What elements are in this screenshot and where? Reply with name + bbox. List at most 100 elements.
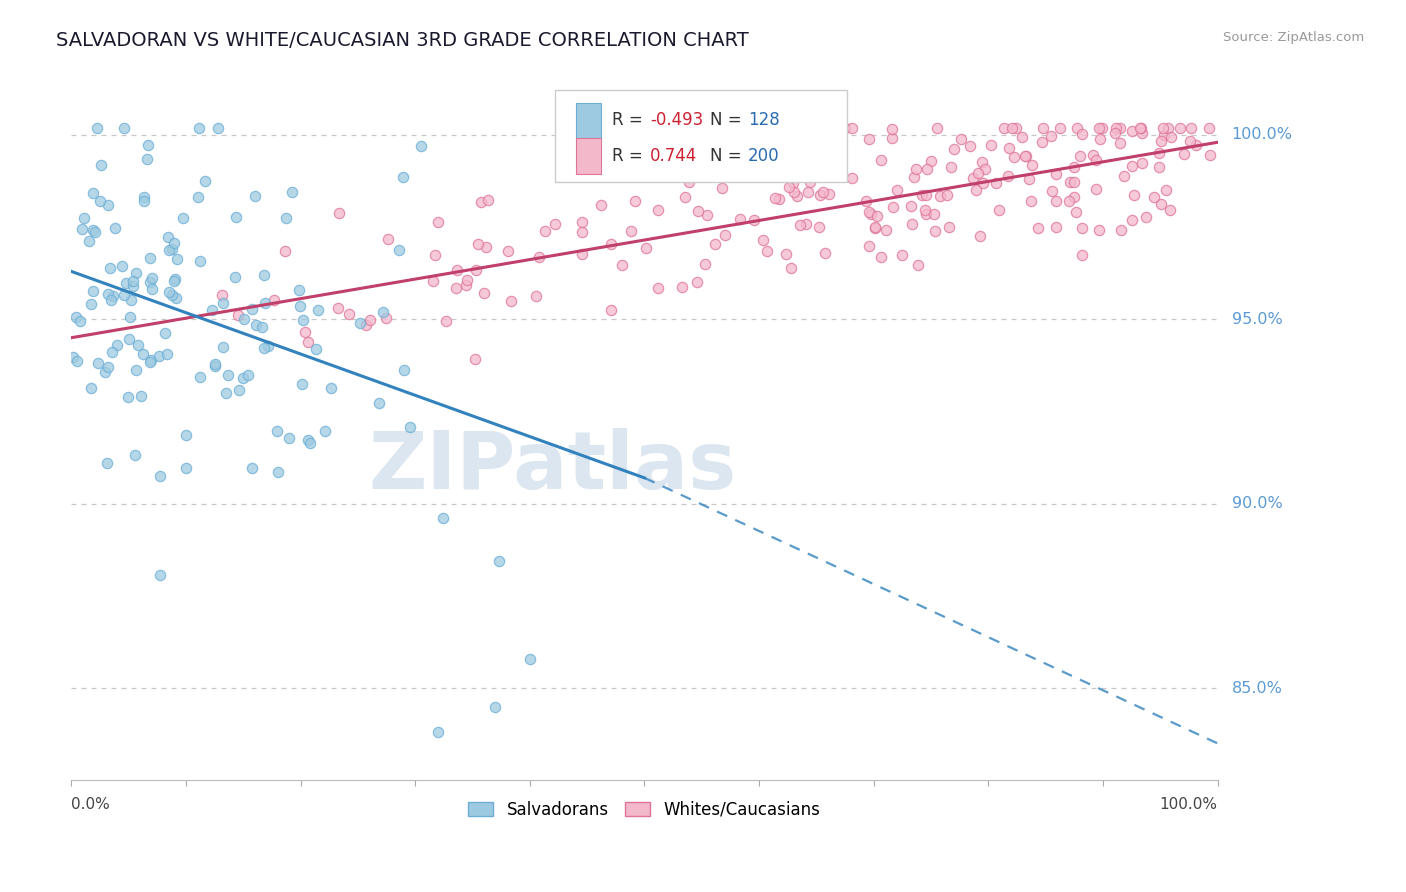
Point xyxy=(928,189,950,203)
Point xyxy=(1180,135,1202,149)
Point xyxy=(87,356,110,370)
Point xyxy=(388,243,411,257)
Point xyxy=(187,189,209,203)
Point xyxy=(321,381,343,395)
Point xyxy=(693,257,716,271)
Point xyxy=(276,211,298,225)
Point xyxy=(139,355,162,369)
Point xyxy=(111,259,134,273)
Point xyxy=(149,567,172,582)
Point xyxy=(297,335,319,350)
Point xyxy=(987,202,1010,217)
Point xyxy=(314,425,336,439)
Point xyxy=(1105,120,1128,135)
Point xyxy=(228,308,250,322)
Point xyxy=(858,131,880,145)
Point xyxy=(1109,120,1132,135)
Point xyxy=(291,313,314,327)
Point xyxy=(470,194,492,209)
Point xyxy=(1129,120,1152,135)
Point xyxy=(1152,120,1174,135)
Point xyxy=(914,203,936,218)
Point xyxy=(818,186,841,201)
Point xyxy=(120,293,142,307)
Point xyxy=(77,234,100,248)
Point xyxy=(980,138,1002,153)
Point xyxy=(399,420,422,434)
Point xyxy=(636,241,658,255)
Point xyxy=(100,293,122,308)
Point xyxy=(1084,182,1107,196)
Point xyxy=(710,181,733,195)
Point xyxy=(1088,120,1111,135)
Point xyxy=(134,190,156,204)
Point xyxy=(138,275,160,289)
Point xyxy=(328,206,350,220)
Point xyxy=(263,293,285,307)
Point xyxy=(90,158,112,172)
Point xyxy=(880,122,903,136)
Point xyxy=(880,131,903,145)
Point xyxy=(808,220,831,235)
Point xyxy=(1059,194,1081,208)
Point xyxy=(1129,120,1152,135)
Point xyxy=(647,202,669,217)
Point xyxy=(117,390,139,404)
Point xyxy=(1045,219,1067,234)
Point xyxy=(127,337,149,351)
Point xyxy=(266,466,288,480)
Point xyxy=(97,198,120,212)
Point xyxy=(288,299,311,313)
Point xyxy=(132,194,155,208)
Point xyxy=(70,221,93,235)
Point xyxy=(1031,135,1053,149)
Point xyxy=(1005,120,1028,135)
Point xyxy=(936,187,959,202)
Point xyxy=(131,347,153,361)
Point xyxy=(165,291,187,305)
Point xyxy=(444,280,467,294)
Text: 100.0%: 100.0% xyxy=(1160,797,1218,812)
Point xyxy=(125,266,148,280)
Point xyxy=(775,246,797,260)
Point xyxy=(519,651,541,665)
Point xyxy=(236,368,259,383)
Point xyxy=(1135,210,1157,224)
Point xyxy=(1059,176,1081,190)
Point xyxy=(176,460,198,475)
Point xyxy=(814,246,837,260)
Point xyxy=(156,347,179,361)
Point xyxy=(1064,204,1087,219)
Point xyxy=(287,283,309,297)
Point xyxy=(118,333,141,347)
Point xyxy=(886,183,908,197)
Point xyxy=(337,307,360,321)
Point xyxy=(959,139,981,153)
Point xyxy=(212,341,235,355)
Point xyxy=(768,192,790,206)
Point xyxy=(796,217,818,231)
Point xyxy=(704,237,727,252)
Point xyxy=(1198,148,1220,162)
Point xyxy=(98,260,121,275)
Point xyxy=(1168,120,1191,135)
Point xyxy=(907,258,929,272)
Point xyxy=(434,314,457,328)
Point xyxy=(600,303,623,318)
Point xyxy=(789,218,811,232)
Point xyxy=(477,193,499,207)
Point xyxy=(915,161,938,176)
Point xyxy=(938,220,960,235)
Point xyxy=(671,279,693,293)
Point xyxy=(1019,194,1042,209)
Point xyxy=(188,120,211,135)
Point xyxy=(193,174,215,188)
Point xyxy=(1159,202,1181,217)
Point xyxy=(188,254,211,268)
Point xyxy=(1111,223,1133,237)
Point xyxy=(589,197,612,211)
Point xyxy=(529,250,551,264)
Text: SALVADORAN VS WHITE/CAUCASIAN 3RD GRADE CORRELATION CHART: SALVADORAN VS WHITE/CAUCASIAN 3RD GRADE … xyxy=(56,31,749,50)
Point xyxy=(1070,221,1092,235)
Point xyxy=(1104,126,1126,140)
